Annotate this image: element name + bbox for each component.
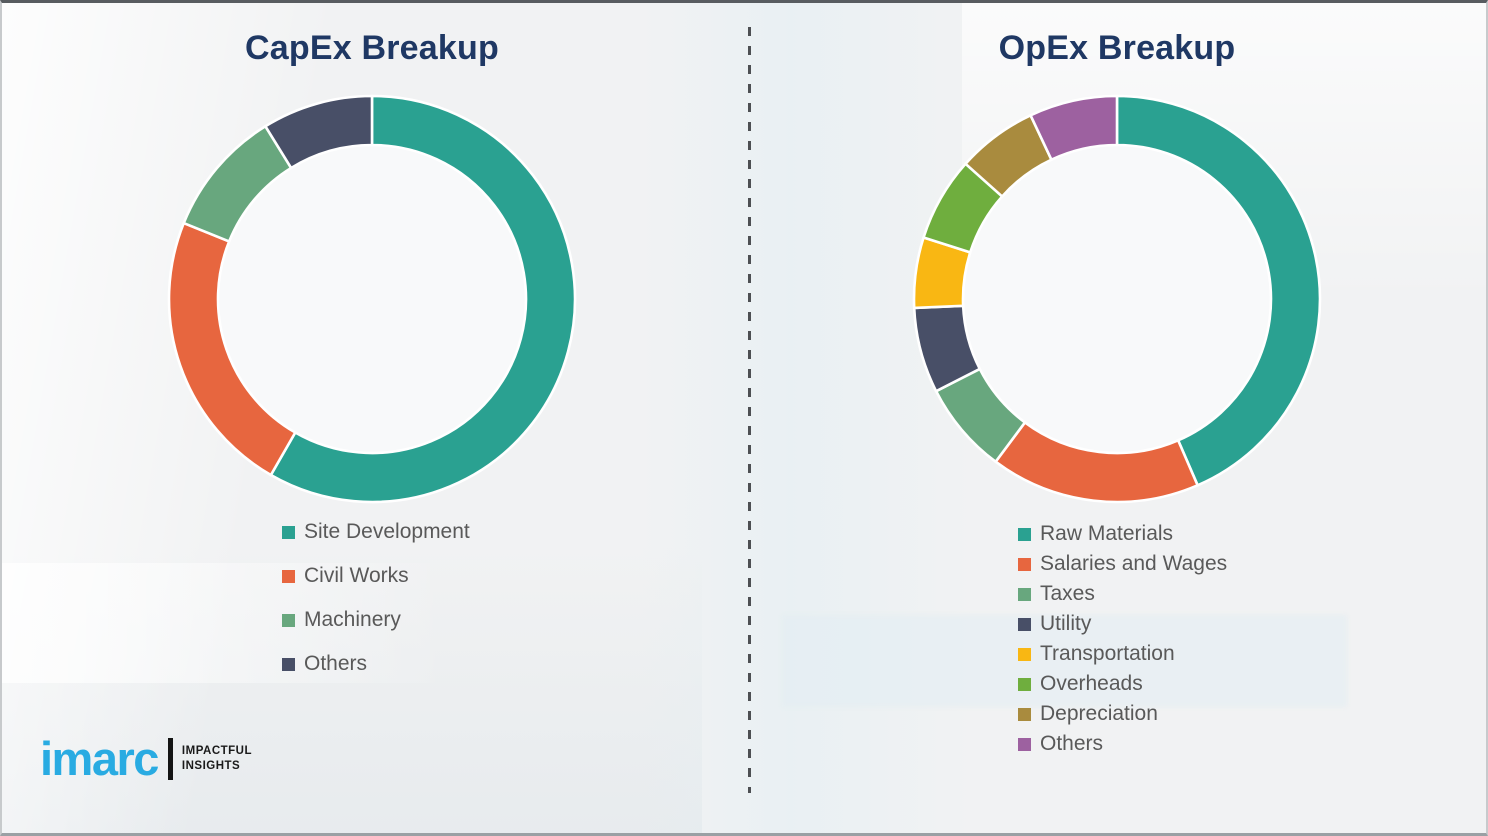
legend-label: Others xyxy=(304,652,368,675)
donut-segment-others xyxy=(1029,94,1119,161)
divider-dashed-line xyxy=(748,27,751,793)
legend-item: Site Development xyxy=(282,520,470,543)
opex-chart-title: OpEx Breakup xyxy=(998,29,1236,67)
capex-legend: Site Development Civil Works Machinery Othe… xyxy=(282,520,470,675)
legend-label: Machinery xyxy=(304,608,401,631)
legend-label: Civil Works xyxy=(304,564,409,587)
logo-divider-bar xyxy=(167,737,173,780)
legend-label: Others xyxy=(1040,732,1104,755)
legend-swatch xyxy=(282,613,295,627)
donut-hole xyxy=(218,145,526,453)
legend-swatch xyxy=(1018,617,1031,631)
legend-item: Salaries and Wages xyxy=(1018,552,1228,575)
imarc-logo-tagline: IMPACTFUL INSIGHTS xyxy=(182,744,252,774)
legend-label: Transportation xyxy=(1040,642,1175,665)
legend-label: Salaries and Wages xyxy=(1040,552,1228,575)
legend-item: Overheads xyxy=(1018,672,1227,695)
donut-segment-raw-materials xyxy=(1115,94,1322,487)
legend-label: Utility xyxy=(1040,612,1092,635)
donut-hole xyxy=(963,145,1271,453)
legend-item: Transportation xyxy=(1018,642,1227,665)
legend-swatch xyxy=(1018,707,1031,721)
legend-label: Overheads xyxy=(1040,672,1143,695)
legend-item: Others xyxy=(1018,732,1227,755)
legend-swatch xyxy=(1018,737,1031,751)
opex-donut-chart xyxy=(912,94,1322,504)
legend-label: Site Development xyxy=(304,520,470,543)
legend-label: Raw Materials xyxy=(1040,522,1174,545)
legend-swatch xyxy=(282,525,295,539)
legend-swatch xyxy=(282,569,295,583)
legend-swatch xyxy=(1018,527,1031,541)
legend-swatch xyxy=(1018,587,1031,601)
legend-item: Depreciation xyxy=(1018,702,1227,725)
legend-swatch xyxy=(282,657,295,671)
donut-segment-others xyxy=(264,94,374,170)
legend-item: Civil Works xyxy=(282,564,470,587)
capex-chart-title: CapEx Breakup xyxy=(245,29,499,67)
legend-item: Utility xyxy=(1018,612,1227,635)
legend-item: Others xyxy=(282,652,470,675)
opex-legend: Raw Materials Salaries and Wages Taxes Util… xyxy=(1018,522,1228,755)
legend-swatch xyxy=(1018,557,1031,571)
imarc-logo-wordmark: imarc xyxy=(40,732,159,785)
tagline-line-1: IMPACTFUL xyxy=(181,744,253,757)
legend-item: Taxes xyxy=(1018,582,1227,605)
legend-label: Taxes xyxy=(1040,582,1095,605)
legend-item: Machinery xyxy=(282,608,470,631)
legend-swatch xyxy=(1018,647,1031,661)
legend-label: Depreciation xyxy=(1040,702,1158,725)
tagline-line-2: INSIGHTS xyxy=(181,759,241,772)
imarc-logo: imarc IMPACTFUL INSIGHTS xyxy=(40,735,252,782)
legend-item: Raw Materials xyxy=(1018,522,1227,545)
donut-segment-site-development xyxy=(269,94,577,504)
legend-swatch xyxy=(1018,677,1031,691)
capex-donut-chart xyxy=(167,94,577,504)
